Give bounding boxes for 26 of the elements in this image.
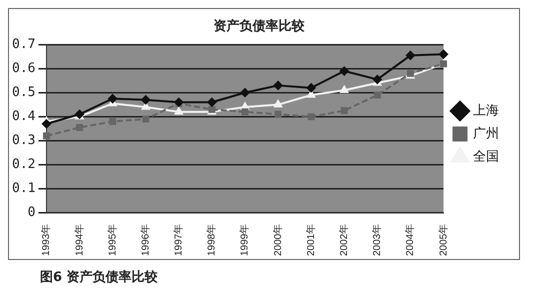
x-tick-label: 2000年 <box>272 224 284 256</box>
y-tick-label: 0.7 <box>12 36 36 52</box>
x-tick-label: 2003年 <box>371 224 384 256</box>
x-tick-label: 2004年 <box>404 224 416 256</box>
chart-title: 资产负债率比较 <box>214 18 306 34</box>
x-tick-label: 1997年 <box>172 224 185 256</box>
y-tick-label: 0.2 <box>12 157 36 172</box>
x-tick-label: 1993年 <box>40 224 52 256</box>
legend-label: 上海 <box>473 103 499 118</box>
x-tick-label: 2002年 <box>338 224 350 256</box>
x-tick-label: 1999年 <box>238 224 251 256</box>
y-tick-label: 0 <box>28 205 36 220</box>
x-tick-label: 1996年 <box>139 224 152 256</box>
x-tick-label: 2001年 <box>304 224 317 256</box>
y-tick-label: 0.1 <box>12 181 36 196</box>
legend-label: 全国 <box>473 149 499 164</box>
caption: 图6 资产负债率比较 <box>40 268 158 286</box>
y-tick-label: 0.5 <box>12 85 36 100</box>
x-tick-label: 1998年 <box>206 224 218 256</box>
y-tick-label: 0.4 <box>12 109 36 124</box>
legend-label: 广州 <box>473 126 499 142</box>
y-tick-label: 0.3 <box>12 133 36 148</box>
x-tick-label: 2005年 <box>437 224 450 256</box>
x-tick-label: 1994年 <box>73 224 86 256</box>
y-tick-label: 0.6 <box>12 60 36 76</box>
x-tick-label: 1995年 <box>106 224 118 256</box>
